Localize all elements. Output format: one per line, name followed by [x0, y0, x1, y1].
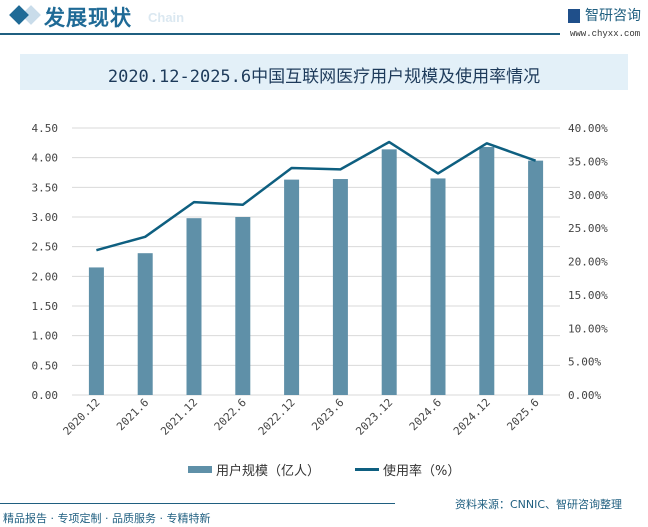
- x-tick-label: 2022.12: [256, 396, 298, 438]
- right-tick-label: 0.00%: [568, 389, 601, 402]
- chart-title: 2020.12-2025.6中国互联网医疗用户规模及使用率情况: [107, 67, 541, 87]
- x-tick-label: 2021.12: [158, 396, 200, 438]
- left-tick-label: 2.00: [32, 270, 59, 283]
- right-tick-label: 20.00%: [568, 256, 608, 269]
- bar: [381, 149, 397, 395]
- header-divider: [0, 33, 560, 35]
- right-tick-label: 35.00%: [568, 155, 608, 168]
- right-tick-label: 10.00%: [568, 322, 608, 335]
- left-tick-label: 4.50: [32, 122, 59, 135]
- legend-bar-swatch: [188, 466, 212, 473]
- bar: [137, 253, 153, 395]
- section-title: 发展现状: [44, 6, 132, 30]
- x-tick-label: 2020.12: [61, 396, 103, 438]
- left-tick-label: 0.50: [32, 359, 59, 372]
- bar: [284, 179, 300, 395]
- legend-line-label: 使用率（%）: [383, 464, 461, 479]
- source-note: 资料来源：CNNIC、智研咨询整理: [455, 498, 623, 511]
- right-tick-label: 15.00%: [568, 289, 608, 302]
- left-tick-label: 0.00: [32, 389, 59, 402]
- bar: [479, 146, 495, 395]
- bar: [528, 160, 544, 395]
- left-tick-label: 4.00: [32, 152, 59, 165]
- brand-url: www.chyxx.com: [570, 29, 641, 39]
- x-tick-label: 2025.6: [504, 396, 541, 433]
- right-tick-label: 30.00%: [568, 189, 608, 202]
- right-tick-label: 25.00%: [568, 222, 608, 235]
- bar: [430, 178, 446, 395]
- x-tick-label: 2024.6: [407, 396, 444, 433]
- left-tick-label: 1.00: [32, 330, 59, 343]
- bar: [332, 179, 348, 395]
- x-tick-label: 2022.6: [212, 396, 249, 433]
- header: 发展现状 Chain 智研咨询 www.chyxx.com: [0, 0, 648, 42]
- section-subtitle: Chain: [148, 10, 185, 25]
- x-tick-label: 2021.6: [114, 396, 151, 433]
- right-tick-label: 40.00%: [568, 122, 608, 135]
- left-tick-label: 1.50: [32, 300, 59, 313]
- brand-logo: 智研咨询: [568, 5, 641, 25]
- footer-slogan: 精品报告 · 专项定制 · 品质服务 · 专精特新: [3, 512, 211, 525]
- right-tick-label: 5.00%: [568, 356, 601, 369]
- brand-name: 智研咨询: [585, 8, 641, 24]
- x-tick-label: 2023.12: [353, 396, 395, 438]
- logo-icon: [568, 9, 580, 23]
- bar: [235, 217, 251, 395]
- x-tick-label: 2023.6: [309, 396, 346, 433]
- x-tick-label: 2024.12: [451, 396, 493, 438]
- left-tick-label: 3.00: [32, 211, 59, 224]
- usage-rate-line: [96, 140, 537, 252]
- legend-bar-label: 用户规模（亿人）: [216, 464, 321, 479]
- legend-line-swatch: [355, 468, 379, 471]
- chart-title-band: 2020.12-2025.6中国互联网医疗用户规模及使用率情况: [20, 54, 628, 90]
- left-tick-label: 2.50: [32, 241, 59, 254]
- footer-divider: [0, 503, 395, 504]
- bar: [88, 267, 104, 395]
- left-tick-label: 3.50: [32, 181, 59, 194]
- bar: [186, 218, 202, 395]
